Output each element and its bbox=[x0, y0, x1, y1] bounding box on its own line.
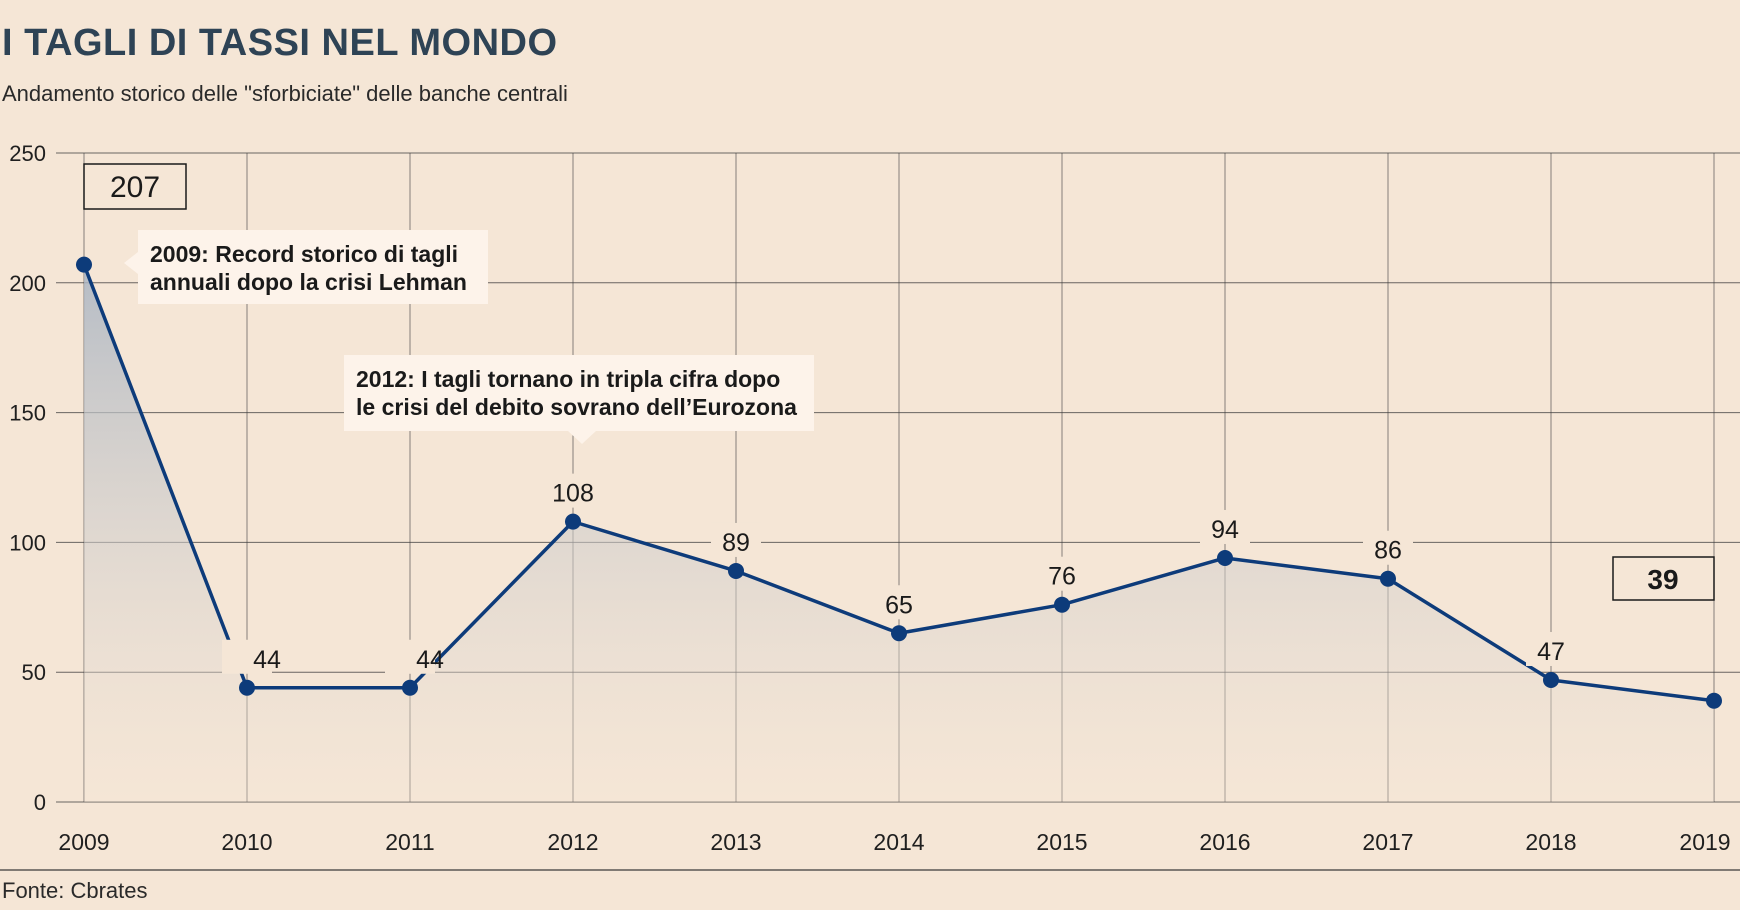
chart-subtitle: Andamento storico delle "sforbiciate" de… bbox=[2, 81, 568, 106]
x-tick-label: 2015 bbox=[1036, 829, 1087, 855]
data-point-2015 bbox=[1054, 596, 1070, 613]
data-point-2016 bbox=[1217, 549, 1233, 566]
data-label: 94 bbox=[1211, 516, 1239, 544]
x-tick-label: 2017 bbox=[1362, 829, 1413, 855]
x-tick-label: 2010 bbox=[221, 829, 272, 855]
data-label: 108 bbox=[552, 480, 594, 508]
data-label: 86 bbox=[1374, 537, 1402, 565]
data-label-bg bbox=[1037, 556, 1087, 591]
x-tick-label: 2014 bbox=[873, 829, 924, 855]
callout-box bbox=[344, 355, 814, 431]
data-label: 44 bbox=[416, 646, 444, 674]
data-point-2011 bbox=[402, 679, 418, 696]
data-label: 207 bbox=[110, 171, 160, 204]
data-label-bg bbox=[222, 639, 272, 674]
data-point-2013 bbox=[728, 562, 744, 579]
y-tick-label: 150 bbox=[9, 401, 46, 426]
x-tick-label: 2013 bbox=[710, 829, 761, 855]
data-point-2010 bbox=[239, 679, 255, 696]
x-tick-label: 2009 bbox=[58, 829, 109, 855]
y-tick-label: 50 bbox=[22, 660, 46, 685]
y-tick-label: 200 bbox=[9, 271, 46, 296]
data-label-bg bbox=[1200, 509, 1250, 544]
data-label-bg bbox=[385, 639, 435, 674]
data-label-bg bbox=[1363, 530, 1413, 565]
callout-text: annuali dopo la crisi Lehman bbox=[150, 269, 467, 295]
data-point-2009 bbox=[76, 256, 92, 273]
data-label-box bbox=[83, 163, 187, 210]
data-point-2019 bbox=[1706, 692, 1722, 709]
callout-pointer bbox=[568, 431, 596, 444]
data-label: 39 bbox=[1647, 564, 1678, 595]
chart-title: I TAGLI DI TASSI NEL MONDO bbox=[2, 22, 558, 64]
callout-text: 2009: Record storico di tagli bbox=[150, 241, 458, 267]
x-tick-label: 2012 bbox=[547, 829, 598, 855]
data-label-bg bbox=[541, 473, 605, 508]
data-point-2012 bbox=[565, 513, 581, 530]
data-label: 47 bbox=[1537, 638, 1565, 666]
x-tick-label: 2018 bbox=[1525, 829, 1576, 855]
area-fill bbox=[84, 264, 1714, 802]
y-tick-label: 0 bbox=[34, 790, 46, 815]
callout-pointer bbox=[124, 252, 138, 274]
callout-text: 2012: I tagli tornano in tripla cifra do… bbox=[356, 366, 780, 392]
x-tick-label: 2019 bbox=[1679, 829, 1730, 855]
data-point-2017 bbox=[1380, 570, 1396, 587]
callout-box bbox=[138, 230, 488, 304]
data-point-2018 bbox=[1543, 671, 1559, 688]
data-label-box bbox=[1612, 556, 1715, 601]
data-label-bg bbox=[874, 585, 924, 620]
series-area bbox=[84, 264, 1714, 802]
data-points bbox=[76, 256, 1722, 709]
source-note: Fonte: Cbrates bbox=[2, 878, 148, 903]
data-label: 44 bbox=[253, 646, 281, 674]
x-tick-label: 2011 bbox=[385, 829, 434, 855]
data-label-bg bbox=[711, 522, 761, 557]
y-tick-label: 100 bbox=[9, 530, 46, 555]
axes: 0 50 100 150 200 250 2009 2010 2011 2012 2013 2014 2… bbox=[0, 141, 1740, 871]
x-tick-label: 2016 bbox=[1199, 829, 1250, 855]
data-label-bg bbox=[1526, 631, 1576, 666]
y-tick-label: 250 bbox=[9, 141, 46, 166]
data-label: 89 bbox=[722, 529, 750, 557]
data-labels: 207 44 44 108 89 65 76 94 86 47 39 bbox=[83, 163, 1715, 674]
data-label: 76 bbox=[1048, 563, 1076, 591]
callout-text: le crisi del debito sovrano dell’Eurozon… bbox=[356, 394, 797, 420]
callout-2012: 2012: I tagli tornano in tripla cifra do… bbox=[344, 355, 814, 444]
data-point-2014 bbox=[891, 625, 907, 642]
data-label: 65 bbox=[885, 591, 913, 619]
